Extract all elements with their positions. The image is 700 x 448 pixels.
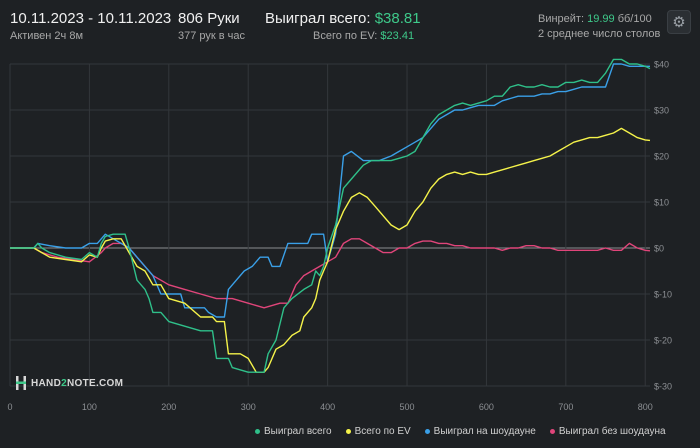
legend-dot-icon [345,428,351,434]
legend-item-showdown[interactable]: Выиграл на шоудауне [424,424,536,438]
x-tick-label: 0 [7,402,12,412]
series-line-non-showdown [10,238,651,309]
tables-average: 2 среднее число столов [538,28,661,40]
series-line-showdown [10,63,650,318]
legend-label: Выиграл на шоудауне [433,425,536,437]
hand2note-logo: HAND2NOTE.COM [16,376,123,390]
hands-count: 806 Руки [178,10,240,27]
x-tick-label: 300 [241,402,256,412]
legend-label: Выиграл без шоудауна [558,425,666,437]
winrate-value: 19.99 [587,13,615,25]
x-tick-label: 400 [320,402,335,412]
hands-per-hour: 377 рук в час [178,30,246,42]
series-line-ev [10,127,651,373]
won-total-label: Выиграл всего: [265,10,371,27]
y-tick-label: $-20 [654,336,672,346]
legend-item-non-showdown[interactable]: Выиграл без шоудауна [549,424,666,438]
legend-dot-icon [549,428,555,434]
y-tick-label: $0 [654,244,664,254]
x-tick-label: 700 [558,402,573,412]
date-block: 10.11.2023 - 10.11.2023 Активен 2ч 8м [10,10,171,42]
ev-total-label: Всего по EV: [313,30,378,42]
x-tick-label: 500 [400,402,415,412]
date-range: 10.11.2023 - 10.11.2023 [10,10,172,27]
y-tick-label: $30 [654,106,669,116]
logo-text-mid: 2 [61,377,67,389]
y-tick-label: $-30 [654,382,672,392]
winrate-block: Винрейт: 19.99 бб/100 2 среднее число ст… [538,13,660,40]
hand2note-logo-icon [16,376,26,390]
logo-text-suffix: NOTE.COM [66,377,124,389]
active-time: Активен 2ч 8м [10,30,84,42]
x-tick-label: 800 [638,402,653,412]
y-tick-label: $40 [654,60,669,70]
series-line-won-total [10,58,651,373]
hands-block: 806 Руки 377 рук в час [178,10,245,42]
winnings-chart: $40 $30 $20 $10 $0 $-10 $-20 $-30 0 100 200 300 400 5… [7,58,672,412]
y-tick-label: $10 [654,198,669,208]
logo-text-prefix: HAND [31,377,62,389]
winrate-label: Винрейт: [538,13,585,25]
x-tick-label: 100 [82,402,97,412]
x-tick-label: 200 [161,402,176,412]
legend-item-ev[interactable]: Всего по EV [345,424,411,438]
chart-legend: Выиграл всего Всего по EV Выиграл на шоуда… [255,424,666,438]
legend-dot-icon [424,428,430,434]
stats-header: 10.11.2023 - 10.11.2023 Активен 2ч 8м 80… [0,0,700,56]
settings-gear-icon[interactable]: ⚙ [667,10,691,34]
x-tick-label: 600 [479,402,494,412]
y-tick-label: $20 [654,152,669,162]
legend-item-won-total[interactable]: Выиграл всего [255,424,332,438]
legend-label: Выиграл всего [264,425,332,437]
ev-total-value: $23.41 [380,30,415,42]
winrate-unit: бб/100 [617,13,652,25]
y-tick-label: $-10 [654,290,672,300]
legend-dot-icon [255,428,260,434]
winnings-block: Выиграл всего: $38.81 Всего по EV: $23.4… [265,10,421,42]
won-total-value: $38.81 [374,10,421,27]
legend-label: Всего по EV [354,425,411,437]
